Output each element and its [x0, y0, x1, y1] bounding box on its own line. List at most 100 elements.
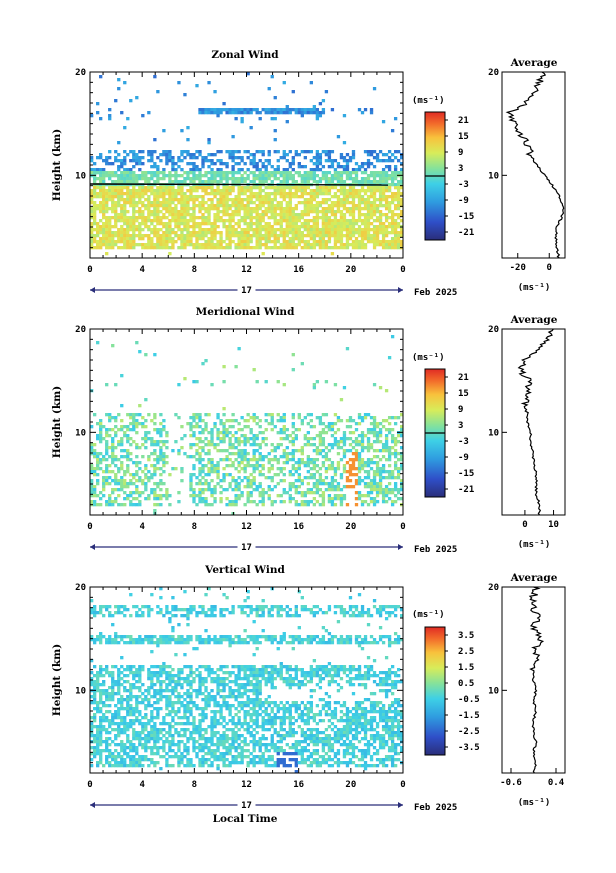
- zonal-wind-heatmap-cell: [132, 174, 136, 178]
- meridional-wind-heatmap-cell: [390, 452, 395, 456]
- meridional-wind-heatmap-cell: [294, 449, 298, 453]
- meridional-wind-heatmap-cell: [123, 503, 127, 507]
- meridional-wind-heatmap-cell: [90, 488, 94, 492]
- zonal-wind-heatmap-cell: [135, 180, 139, 184]
- meridional-wind-heatmap-cell: [117, 440, 121, 444]
- zonal-wind-heatmap-cell: [396, 186, 401, 190]
- zonal-wind-heatmap-cell: [249, 195, 253, 199]
- zonal-wind-heatmap-cell: [138, 210, 142, 214]
- meridional-wind-heatmap-cell: [312, 473, 317, 477]
- meridional-wind-heatmap-cell: [201, 446, 205, 450]
- meridional-wind-heatmap-cell: [249, 431, 253, 435]
- zonal-wind-heatmap-cell: [327, 240, 332, 244]
- zonal-wind-heatmap-cell: [378, 189, 383, 193]
- meridional-wind-heatmap-cell: [336, 464, 341, 468]
- zonal-wind-heatmap-cell: [378, 195, 383, 199]
- zonal-wind-heatmap-cell: [219, 180, 223, 184]
- meridional-wind-heatmap-cell: [243, 434, 247, 438]
- zonal-wind-heatmap-cell: [240, 246, 244, 250]
- zonal-wind-heatmap-cell: [216, 198, 220, 202]
- meridional-wind-heatmap-cell: [144, 467, 148, 471]
- meridional-wind-heatmap-cell: [192, 500, 196, 504]
- meridional-wind-heatmap-cell: [369, 458, 374, 462]
- meridional-wind-heatmap-cell: [207, 449, 211, 453]
- meridional-wind-heatmap-cell: [243, 437, 247, 441]
- vertical-wind-heatmap-cell: [240, 665, 244, 669]
- zonal-wind-average-x-tick-label: 0: [547, 263, 552, 273]
- zonal-wind-heatmap-cell: [132, 165, 136, 169]
- meridional-wind-heatmap-cell: [213, 443, 217, 447]
- zonal-wind-heatmap-cell: [111, 180, 115, 184]
- meridional-wind-heatmap-cell: [270, 422, 274, 426]
- zonal-wind-heatmap-cell: [171, 246, 175, 250]
- zonal-wind-heatmap-cell: [222, 174, 226, 178]
- zonal-wind-heatmap-cell: [306, 174, 310, 178]
- zonal-wind-heatmap-cell: [204, 240, 208, 244]
- zonal-wind-heatmap-cell: [207, 204, 211, 208]
- zonal-wind-heatmap-cell: [309, 177, 314, 181]
- zonal-wind-heatmap-cell: [321, 111, 326, 115]
- meridional-wind-heatmap-cell: [327, 494, 332, 498]
- vertical-wind-heatmap-cell: [138, 638, 142, 642]
- zonal-wind-heatmap-cell: [372, 189, 377, 193]
- meridional-wind-heatmap-cell: [372, 431, 377, 435]
- zonal-wind-heatmap-cell: [126, 231, 130, 235]
- zonal-wind-heatmap-cell: [228, 150, 232, 154]
- meridional-wind-heatmap-cell: [264, 455, 268, 459]
- zonal-wind-heatmap-cell: [186, 234, 190, 238]
- meridional-wind-heatmap-cell: [249, 437, 253, 441]
- vertical-wind-heatmap-cell: [111, 665, 115, 669]
- vertical-wind-heatmap-cell: [165, 611, 169, 615]
- zonal-wind-heatmap-cell: [120, 159, 124, 163]
- vertical-wind-heatmap-cell: [216, 638, 220, 642]
- vertical-wind-heatmap-cell: [114, 638, 118, 642]
- zonal-wind-heatmap-cell: [354, 204, 359, 208]
- meridional-wind-heatmap-cell: [342, 485, 347, 489]
- zonal-wind-heatmap-cell: [147, 171, 151, 175]
- zonal-wind-heatmap-cell: [108, 177, 112, 181]
- zonal-wind-heatmap-cell: [150, 174, 154, 178]
- meridional-wind-heatmap-cell: [162, 425, 166, 429]
- zonal-wind-heatmap-cell: [117, 219, 121, 223]
- meridional-wind-heatmap-cell: [225, 455, 229, 459]
- vertical-wind-heatmap-cell: [138, 641, 142, 645]
- meridional-wind-heatmap-cell: [336, 488, 341, 492]
- zonal-wind-heatmap-cell: [162, 237, 166, 241]
- zonal-wind-heatmap-cell: [207, 180, 211, 184]
- zonal-wind-heatmap-cell: [333, 231, 338, 235]
- meridional-wind-average-x-tick-label: 10: [548, 520, 559, 530]
- zonal-wind-heatmap-cell: [357, 225, 362, 229]
- meridional-wind-heatmap-cell: [384, 494, 389, 498]
- zonal-wind-heatmap-cell: [231, 216, 235, 220]
- zonal-wind-heatmap-cell: [285, 186, 289, 190]
- meridional-wind-heatmap-cell: [231, 488, 235, 492]
- zonal-wind-heatmap-cell: [90, 222, 94, 226]
- meridional-wind-heatmap-cell: [114, 383, 118, 387]
- zonal-wind-heatmap-cell: [309, 198, 314, 202]
- meridional-wind-heatmap-cell: [204, 464, 208, 468]
- zonal-wind-heatmap-cell: [183, 228, 187, 232]
- zonal-wind-heatmap-cell: [309, 159, 314, 163]
- meridional-wind-heatmap-cell: [267, 413, 271, 417]
- meridional-wind-heatmap-cell: [378, 431, 383, 435]
- zonal-wind-heatmap-cell: [366, 201, 371, 205]
- zonal-wind-heatmap-cell: [198, 150, 202, 154]
- zonal-wind-heatmap-cell: [273, 111, 277, 115]
- zonal-wind-heatmap-cell: [285, 231, 289, 235]
- zonal-wind-heatmap-cell: [333, 210, 338, 214]
- zonal-wind-heatmap-cell: [192, 177, 196, 181]
- vertical-wind-heatmap-cell: [186, 665, 190, 669]
- zonal-wind-heatmap-cell: [294, 111, 298, 115]
- meridional-wind-heatmap-cell: [240, 416, 244, 420]
- vertical-wind-heatmap-cell: [333, 611, 338, 615]
- zonal-wind-heatmap-cell: [222, 198, 226, 202]
- zonal-wind-heatmap-cell: [315, 162, 320, 166]
- vertical-wind-heatmap-cell: [315, 641, 320, 645]
- zonal-wind-heatmap-cell: [285, 105, 289, 109]
- zonal-wind-heatmap-cell: [285, 159, 289, 163]
- zonal-wind-heatmap-cell: [123, 198, 127, 202]
- zonal-wind-heatmap-cell: [108, 189, 112, 193]
- zonal-wind-heatmap-cell: [345, 198, 350, 202]
- vertical-wind-heatmap-cell: [282, 635, 286, 639]
- vertical-wind-heatmap-cell: [228, 611, 232, 615]
